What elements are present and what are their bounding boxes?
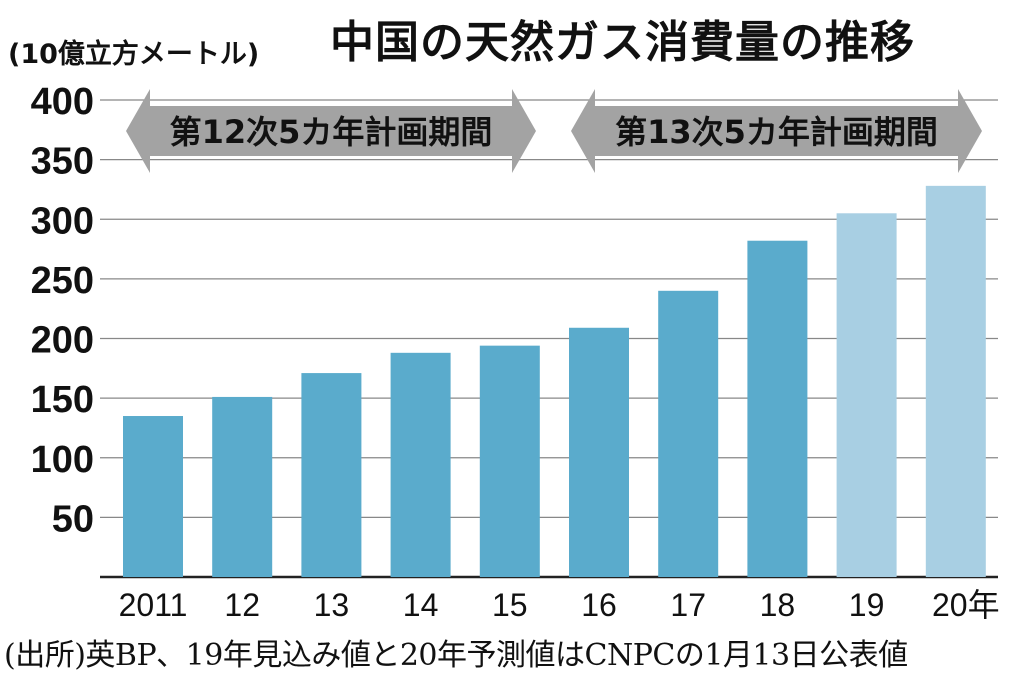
period-label-1: 第12次5カ年計画期間	[170, 113, 493, 151]
x-tick-label-5: 16	[581, 587, 617, 623]
y-tick-label-50: 50	[52, 498, 94, 540]
x-tick-label-6: 17	[670, 587, 706, 623]
bar-13	[301, 373, 362, 577]
bar-20年	[925, 185, 986, 578]
bar-18	[747, 240, 808, 577]
bar-19	[836, 213, 897, 577]
y-tick-label-300: 300	[31, 200, 94, 242]
bar-17	[658, 290, 719, 577]
y-tick-label-100: 100	[31, 439, 94, 481]
y-tick-label-200: 200	[31, 320, 94, 362]
x-tick-label-1: 12	[224, 587, 260, 623]
source-note: (出所)英BP、19年見込み値と20年予測値はCNPCの1月13日公表値	[4, 638, 908, 673]
bar-16	[569, 327, 629, 577]
x-tick-label-8: 19	[849, 587, 885, 623]
period-arrow-1	[126, 89, 536, 173]
x-tick-label-0: 2011	[119, 587, 188, 623]
bar-14	[390, 352, 451, 577]
chart-title: 中国の天然ガス消費量の推移	[330, 17, 915, 68]
period-label-2: 第13次5カ年計画期間	[615, 113, 938, 151]
y-axis-unit-label: (10億立方メートル)	[8, 39, 260, 70]
y-tick-label-400: 400	[31, 81, 94, 123]
y-tick-label-250: 250	[31, 260, 94, 302]
bars	[123, 185, 986, 578]
bar-12	[212, 396, 273, 577]
y-tick-labels: 50 100 150 200 250 300 350 400	[31, 81, 94, 540]
x-tick-label-2: 13	[314, 587, 350, 623]
x-tick-label-3: 14	[403, 587, 439, 623]
x-tick-label-4: 15	[492, 587, 528, 623]
period-arrow-2	[571, 89, 982, 173]
x-tick-labels: 2011 12 13 14 15 16 17 18 19 20年	[119, 587, 1000, 623]
period-arrows: 第12次5カ年計画期間 第13次5カ年計画期間	[126, 89, 982, 173]
y-tick-label-150: 150	[31, 379, 94, 421]
x-tick-label-9: 20年	[932, 587, 1000, 623]
y-tick-label-350: 350	[31, 141, 94, 183]
x-tick-label-7: 18	[760, 587, 796, 623]
bar-15	[479, 345, 540, 577]
bar-2011	[123, 416, 183, 577]
